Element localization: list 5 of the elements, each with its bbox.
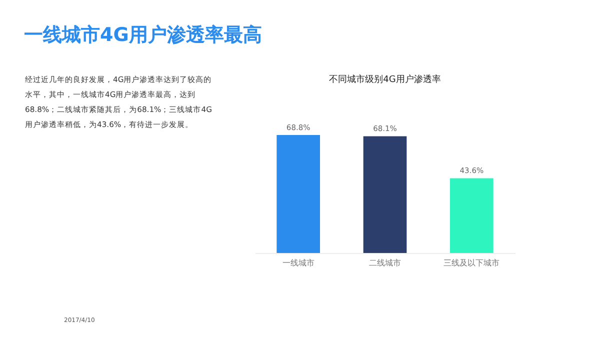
x-tick-label: 三线及以下城市 — [444, 258, 500, 268]
x-tick-label: 二线城市 — [369, 258, 401, 268]
chart-subtitle: 不同城市级别4G用户渗透率 — [329, 74, 441, 85]
chart-title: 一线城市4G用户渗透率最高 — [24, 23, 262, 48]
x-tick-label: 一线城市 — [282, 258, 314, 268]
